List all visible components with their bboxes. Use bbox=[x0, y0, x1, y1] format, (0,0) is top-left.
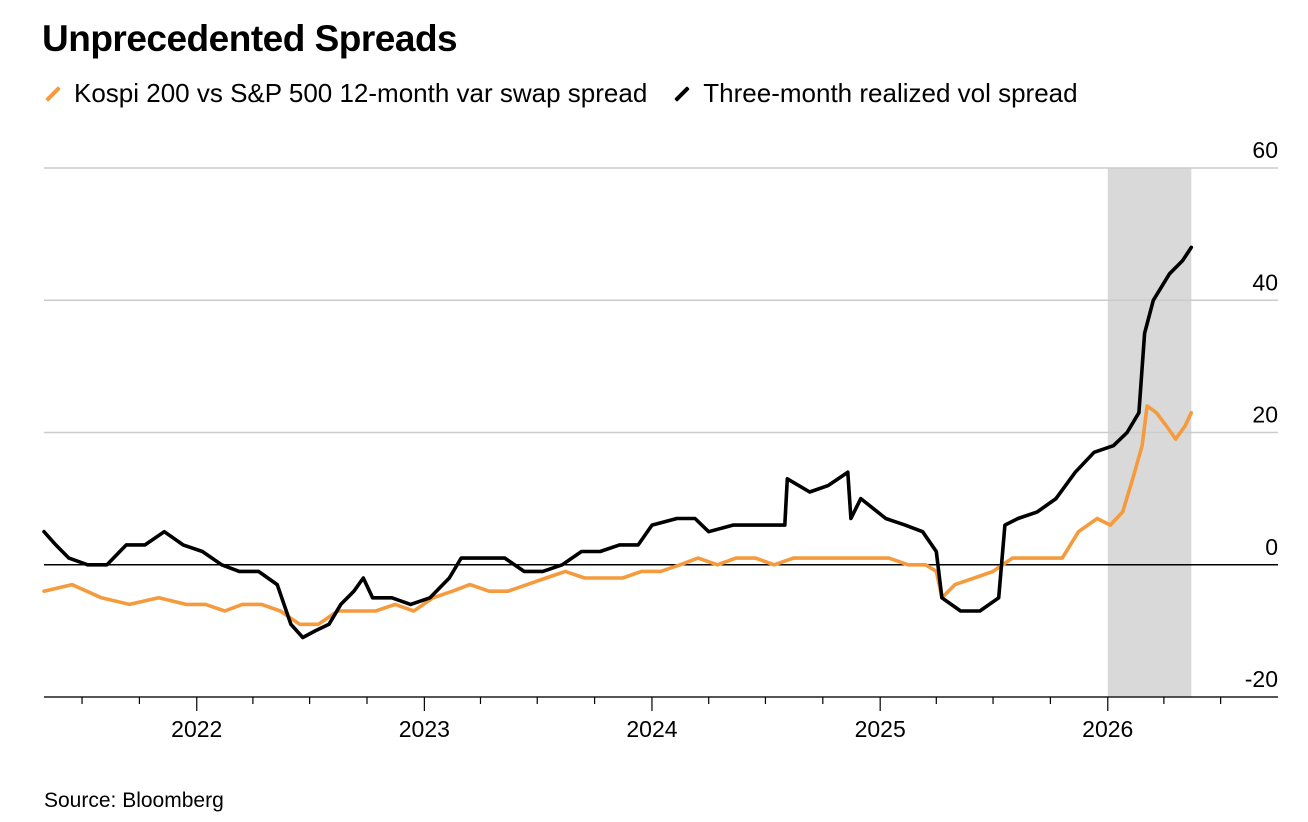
legend-label-kospi: Kospi 200 vs S&P 500 12-month var swap s… bbox=[74, 78, 648, 108]
y-tick-label: 20 bbox=[1252, 402, 1278, 428]
x-tick-label: 2024 bbox=[626, 716, 677, 742]
y-tick-label: -20 bbox=[1245, 666, 1278, 692]
x-tick-label: 2023 bbox=[399, 716, 450, 742]
x-tick-label: 2025 bbox=[855, 716, 906, 742]
legend-item-realized: Three-month realized vol spread bbox=[673, 78, 1078, 109]
chart-legend: Kospi 200 vs S&P 500 12-month var swap s… bbox=[44, 78, 1104, 109]
legend-label-realized: Three-month realized vol spread bbox=[703, 78, 1078, 108]
source-note: Source: Bloomberg bbox=[44, 789, 224, 812]
legend-item-kospi: Kospi 200 vs S&P 500 12-month var swap s… bbox=[44, 78, 647, 109]
x-tick-label: 2026 bbox=[1082, 716, 1133, 742]
x-tick-label: 2022 bbox=[171, 716, 222, 742]
chart-title: Unprecedented Spreads bbox=[42, 18, 458, 59]
series-line-realized-vol bbox=[42, 245, 1194, 640]
y-tick-label: 40 bbox=[1252, 269, 1278, 295]
y-tick-label: 0 bbox=[1265, 534, 1278, 560]
series-line-kospi-var-swap bbox=[42, 404, 1194, 627]
y-tick-label: 60 bbox=[1252, 137, 1278, 163]
